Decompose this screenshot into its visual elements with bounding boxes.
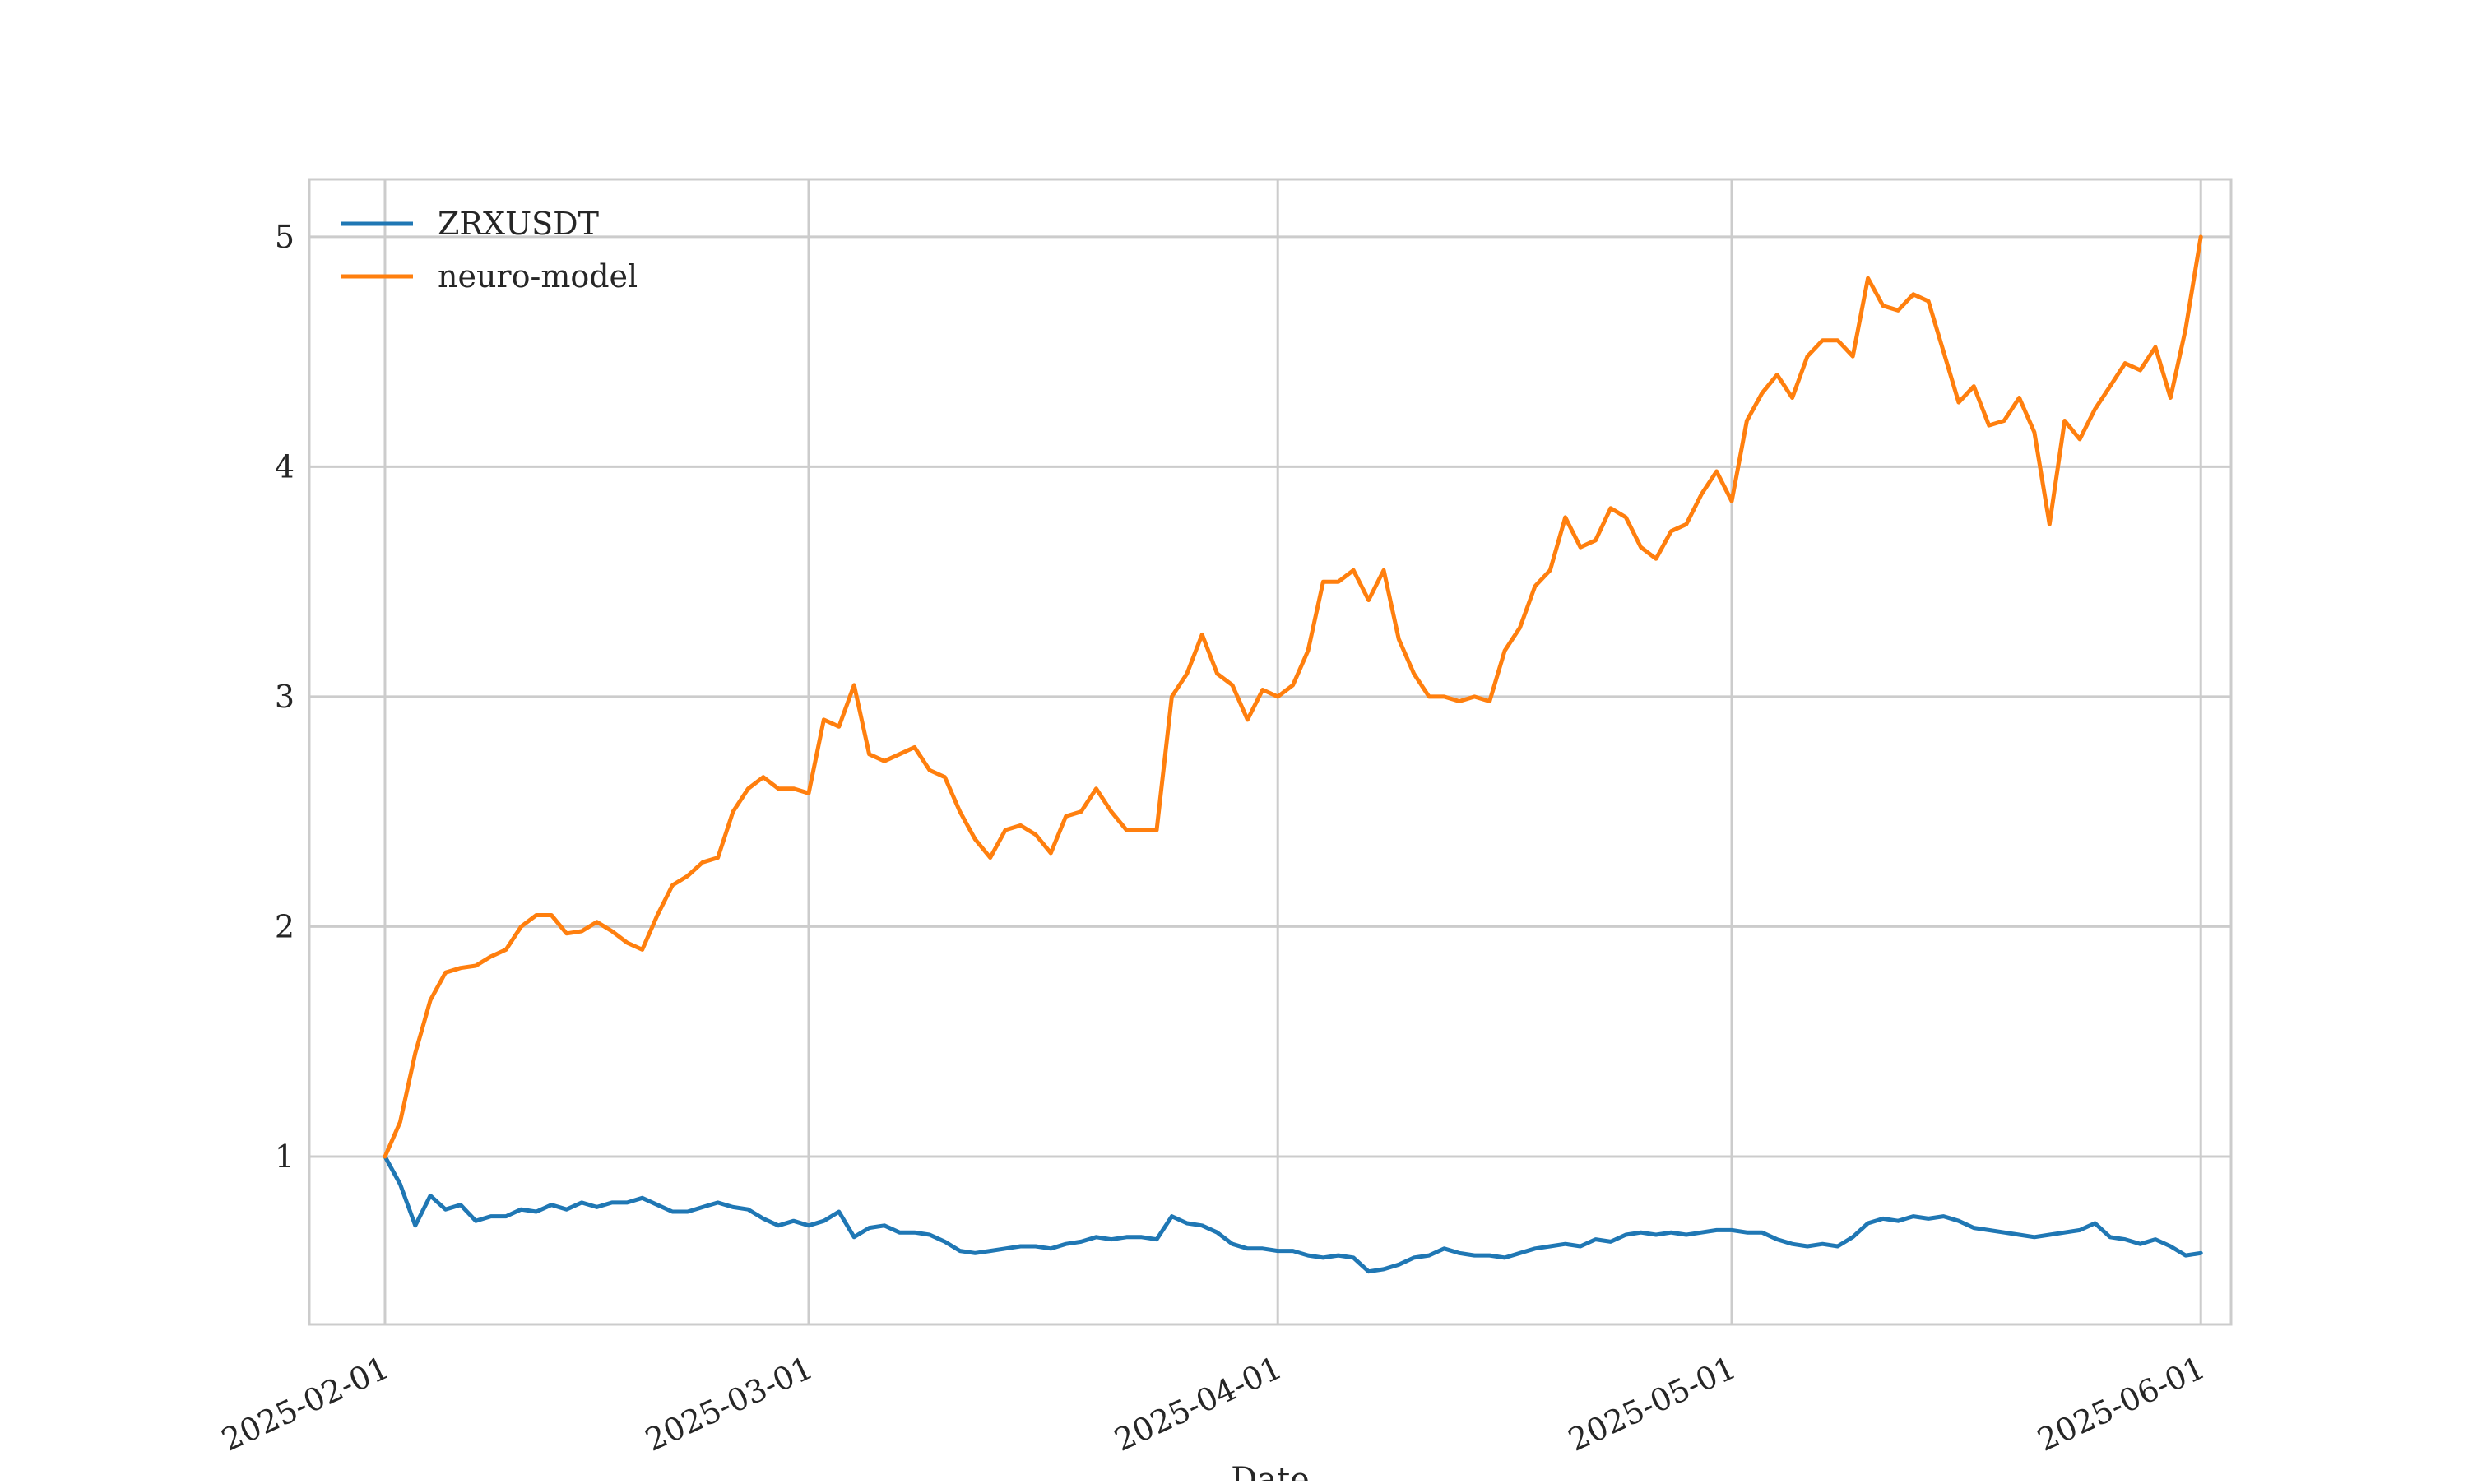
grid-layer	[309, 179, 2231, 1324]
x-tick-label: 2025-02-01	[216, 1349, 395, 1458]
series-line-zrxusdt	[383, 1154, 2203, 1274]
series-line-neuro-model	[383, 234, 2203, 1159]
y-tick-label: 2	[275, 908, 295, 944]
x-tick-label: 2025-03-01	[640, 1349, 819, 1458]
x-tick-label: 2025-05-01	[1563, 1349, 1742, 1458]
series-layer	[383, 234, 2203, 1274]
y-tick-label: 4	[275, 448, 295, 485]
plot-frame	[308, 178, 2233, 1326]
y-tick-labels: 1 2 3 4 5	[275, 219, 295, 1175]
legend-label: ZRXUSDT	[438, 206, 599, 242]
y-tick-label: 1	[275, 1139, 295, 1175]
x-tick-labels: 2025-02-01 2025-03-01 2025-04-01 2025-05-01…	[216, 1349, 2211, 1458]
x-tick-label: 2025-06-01	[2032, 1349, 2211, 1458]
y-tick-label: 3	[275, 679, 295, 715]
x-axis-title: Date	[1231, 1461, 1310, 1481]
legend-label: neuro-model	[438, 258, 638, 294]
y-tick-label: 5	[275, 219, 295, 255]
x-tick-label: 2025-04-01	[1109, 1349, 1287, 1458]
legend: ZRXUSDT neuro-model	[341, 206, 638, 294]
